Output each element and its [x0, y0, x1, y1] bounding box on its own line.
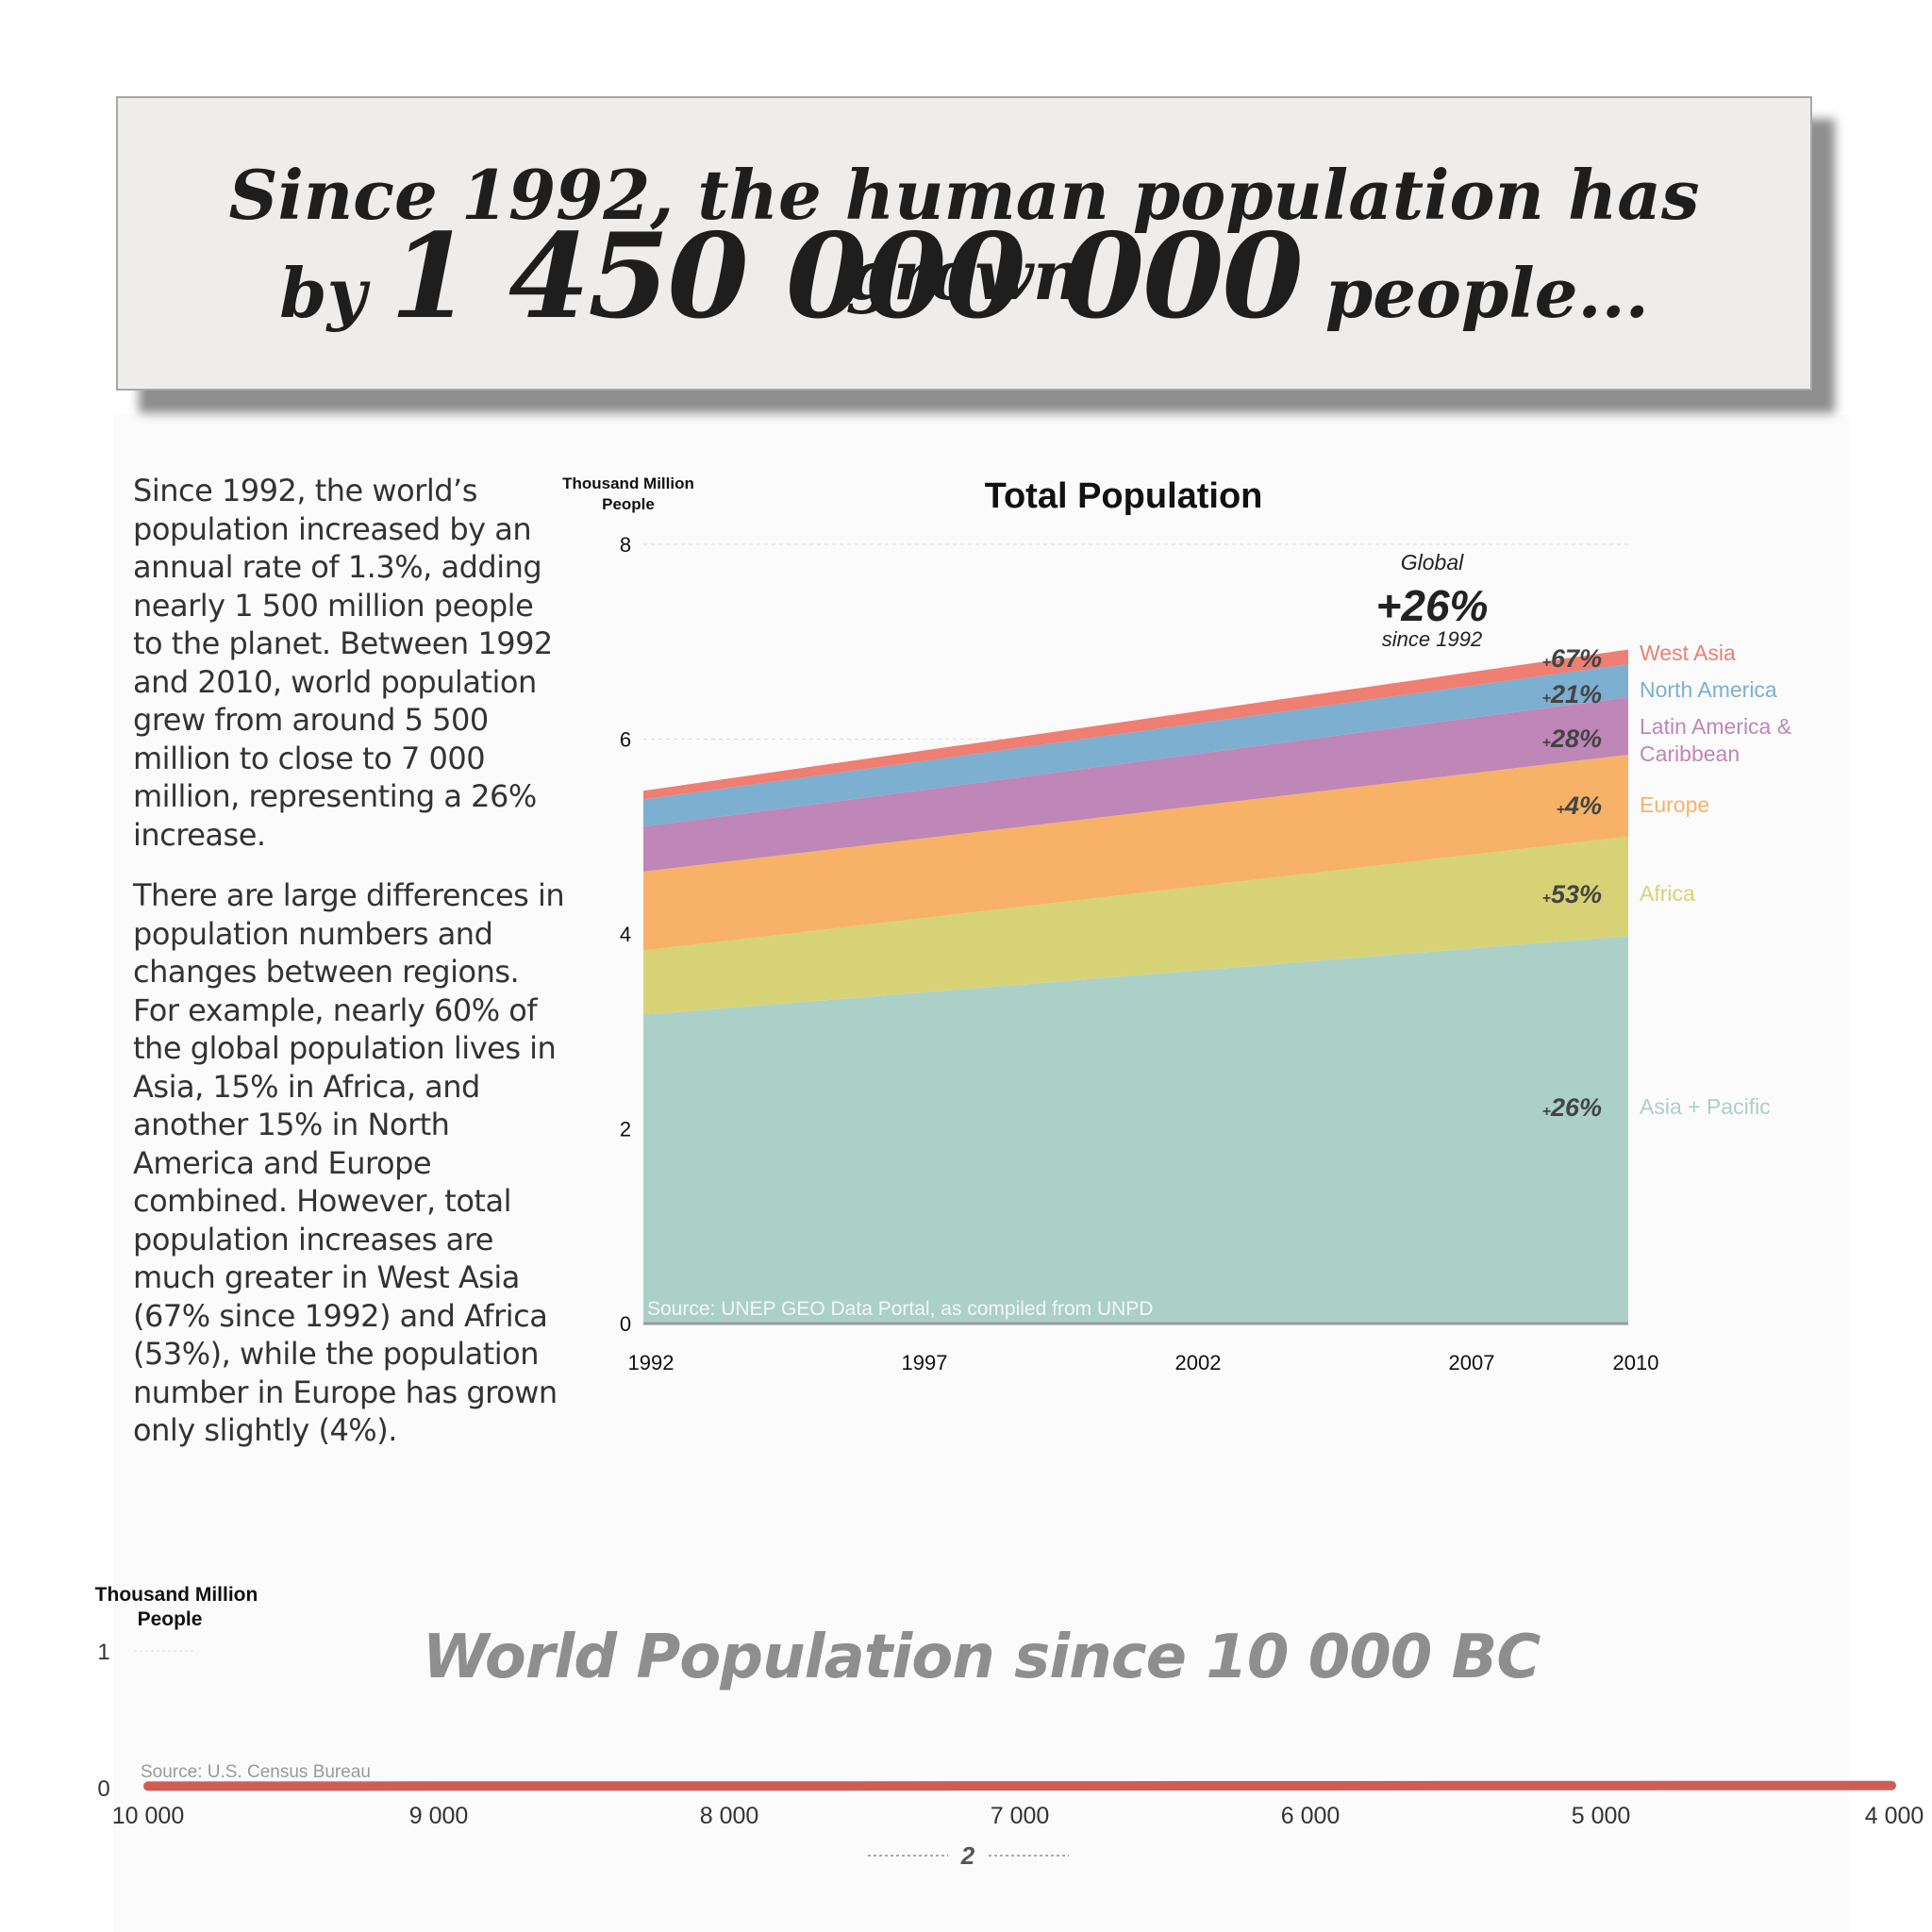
chart-title: Total Population — [985, 476, 1263, 516]
series-change-label: +67% — [1542, 644, 1602, 673]
x-tick-label: 10 000 — [112, 1803, 184, 1829]
headline-suffix: people... — [1324, 253, 1649, 333]
area-asia-pacific — [643, 936, 1628, 1324]
headline-line-2: by 1 450 000 000 people... — [118, 219, 1810, 336]
series-change-label: +4% — [1557, 791, 1602, 820]
series-name-label: Asia + Pacific — [1640, 1094, 1771, 1119]
x-tick-label: 1992 — [628, 1351, 675, 1374]
x-tick-label: 2010 — [1613, 1351, 1659, 1374]
series-change-label: +53% — [1542, 880, 1602, 908]
x-tick-label: 1997 — [902, 1351, 948, 1374]
y-tick-label: 6 — [620, 728, 631, 752]
x-tick-label: 2007 — [1449, 1351, 1495, 1374]
chart-source: Source: UNEP GEO Data Portal, as compile… — [647, 1298, 1153, 1320]
x-tick-label: 2002 — [1175, 1351, 1222, 1374]
y-tick-label: 0 — [620, 1312, 631, 1336]
y-tick-label: 8 — [620, 533, 631, 557]
total-population-chart: Thousand Million People Total Population… — [562, 475, 1791, 1374]
series-name-label: North America — [1640, 677, 1777, 702]
intro-paragraph-1: Since 1992, the world’s population incre… — [133, 473, 553, 853]
x-tick-label: 5 000 — [1572, 1803, 1631, 1829]
series-name-label: Europe — [1640, 792, 1709, 817]
series-name-label: Latin America & Caribbean — [1640, 714, 1791, 766]
y-axis-label: People — [138, 1608, 203, 1630]
y-axis-label: Thousand Million — [95, 1584, 258, 1606]
x-tick-label: 8 000 — [700, 1803, 759, 1829]
x-tick-label: 9 000 — [409, 1803, 469, 1829]
intro-text: Since 1992, the world’s population incre… — [133, 472, 567, 1473]
y-tick-label: 1 — [97, 1640, 109, 1665]
area-latin-america-caribbean — [643, 697, 1628, 872]
global-change: +26% — [1376, 581, 1489, 630]
y-axis-label: People — [602, 495, 655, 513]
y-tick-label: 0 — [97, 1776, 109, 1802]
y-tick-label: 2 — [620, 1118, 631, 1141]
headline-line-1: Since 1992, the human population has gro… — [228, 155, 1700, 315]
x-tick-label: 7 000 — [991, 1803, 1050, 1829]
area-north-america — [643, 663, 1628, 827]
area-europe — [643, 755, 1628, 951]
intro-paragraph-2: There are large differences in populatio… — [133, 877, 565, 1448]
page-number: 2 — [960, 1841, 975, 1870]
series-change-label: +28% — [1542, 724, 1602, 753]
area-africa — [643, 836, 1628, 1015]
world-population-title: World Population since 10 000 BC — [422, 1623, 1541, 1692]
y-axis-label: Thousand Million — [562, 475, 694, 492]
x-tick-label: 6 000 — [1281, 1803, 1341, 1829]
headline-number: 1 450 000 000 — [390, 208, 1303, 345]
series-name-label: Africa — [1640, 881, 1695, 906]
series-change-label: +21% — [1542, 680, 1602, 708]
series-name-label: West Asia — [1640, 641, 1736, 665]
global-label: Global — [1401, 550, 1464, 575]
x-tick-label: 4 000 — [1865, 1803, 1924, 1829]
global-note: since 1992 — [1382, 627, 1482, 651]
area-west-asia — [643, 649, 1628, 800]
headline-prefix: by — [279, 253, 367, 333]
chart-source: Source: U.S. Census Bureau — [141, 1762, 371, 1782]
y-tick-label: 4 — [620, 923, 631, 946]
series-change-label: +26% — [1542, 1093, 1602, 1122]
headline-banner: Since 1992, the human population has gro… — [116, 96, 1812, 391]
population-line — [143, 1780, 1896, 1791]
